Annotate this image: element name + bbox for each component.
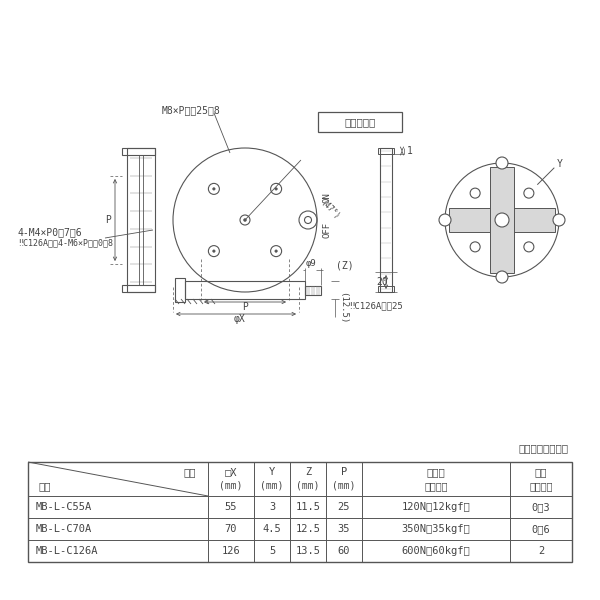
Text: 13.5: 13.5 bbox=[296, 546, 320, 556]
Circle shape bbox=[275, 188, 277, 190]
Text: 4-M4×P0．7淵6: 4-M4×P0．7淵6 bbox=[18, 227, 83, 237]
Circle shape bbox=[524, 188, 534, 198]
Bar bbox=[185, 281, 305, 299]
Text: ‼C126Aのみ4-M6×P１．0淵8: ‼C126Aのみ4-M6×P１．0淵8 bbox=[18, 238, 113, 247]
Text: 35: 35 bbox=[338, 524, 350, 534]
Text: (Z): (Z) bbox=[336, 260, 354, 270]
Bar bbox=[122, 148, 155, 155]
Text: 3: 3 bbox=[269, 502, 275, 512]
Text: 2: 2 bbox=[538, 546, 544, 556]
Text: OFF: OFF bbox=[323, 222, 331, 238]
Text: 12.5: 12.5 bbox=[296, 524, 320, 534]
Circle shape bbox=[240, 215, 250, 225]
Bar bbox=[449, 208, 555, 232]
Text: 55: 55 bbox=[225, 502, 237, 512]
Bar bbox=[490, 167, 514, 273]
Text: P: P bbox=[242, 302, 248, 312]
Circle shape bbox=[275, 250, 277, 253]
Text: 質量: 質量 bbox=[535, 467, 547, 477]
Text: 形状・仕様: 形状・仕様 bbox=[344, 117, 376, 127]
Bar bbox=[127, 148, 155, 292]
Text: φ9: φ9 bbox=[305, 259, 316, 269]
Text: ON: ON bbox=[323, 193, 331, 203]
Circle shape bbox=[470, 242, 480, 252]
Text: □X: □X bbox=[225, 467, 237, 477]
Circle shape bbox=[495, 213, 509, 227]
Text: ‼C126Aのみ25: ‼C126Aのみ25 bbox=[349, 301, 403, 311]
Bar bbox=[490, 167, 514, 273]
Bar bbox=[318, 112, 402, 132]
Text: 5: 5 bbox=[269, 546, 275, 556]
Text: 11.5: 11.5 bbox=[296, 502, 320, 512]
Text: MB-L-C70A: MB-L-C70A bbox=[36, 524, 92, 534]
Text: Y: Y bbox=[269, 467, 275, 477]
Text: 4.5: 4.5 bbox=[263, 524, 281, 534]
Text: (47°): (47°) bbox=[319, 199, 341, 221]
Bar bbox=[122, 285, 155, 292]
Bar bbox=[380, 148, 392, 292]
Text: 項目: 項目 bbox=[184, 467, 196, 477]
Text: MB-L-C55A: MB-L-C55A bbox=[36, 502, 92, 512]
Text: 形式: 形式 bbox=[38, 481, 50, 491]
Circle shape bbox=[524, 242, 534, 252]
Text: P: P bbox=[105, 215, 111, 225]
Circle shape bbox=[244, 218, 247, 221]
Bar bbox=[449, 208, 555, 232]
Text: 吸着力: 吸着力 bbox=[427, 467, 445, 477]
Bar bbox=[305, 286, 321, 295]
Text: (12.5): (12.5) bbox=[338, 292, 347, 324]
Text: 0．6: 0．6 bbox=[532, 524, 550, 534]
Bar bbox=[28, 462, 572, 562]
Circle shape bbox=[553, 214, 565, 226]
Text: （ｋｇ）: （ｋｇ） bbox=[529, 481, 553, 491]
Text: 600N（60kgf）: 600N（60kgf） bbox=[401, 546, 470, 556]
Circle shape bbox=[496, 271, 508, 283]
Text: (mm): (mm) bbox=[296, 481, 320, 491]
Text: 1: 1 bbox=[407, 146, 413, 156]
Text: 350N（35kgf）: 350N（35kgf） bbox=[401, 524, 470, 534]
Text: 20: 20 bbox=[376, 277, 388, 287]
Text: P: P bbox=[341, 467, 347, 477]
Text: φX: φX bbox=[234, 314, 246, 324]
Circle shape bbox=[439, 214, 451, 226]
Circle shape bbox=[496, 157, 508, 169]
Bar bbox=[378, 286, 394, 292]
Text: (mm): (mm) bbox=[332, 481, 356, 491]
Text: (mm): (mm) bbox=[219, 481, 243, 491]
Text: Y: Y bbox=[556, 158, 562, 169]
Text: 図面表記: 図面表記 bbox=[424, 481, 448, 491]
Bar bbox=[378, 148, 394, 154]
Text: 60: 60 bbox=[338, 546, 350, 556]
Circle shape bbox=[212, 250, 215, 253]
Circle shape bbox=[470, 188, 480, 198]
Text: 25: 25 bbox=[338, 502, 350, 512]
Text: MB-L-C126A: MB-L-C126A bbox=[36, 546, 98, 556]
Text: 70: 70 bbox=[225, 524, 237, 534]
Text: 126: 126 bbox=[221, 546, 241, 556]
Circle shape bbox=[212, 188, 215, 190]
Bar bbox=[175, 278, 185, 302]
Text: 材質：ステンレス: 材質：ステンレス bbox=[518, 443, 568, 453]
Text: M8×P１．25淵8: M8×P１．25淵8 bbox=[162, 105, 221, 115]
Text: Z: Z bbox=[305, 467, 311, 477]
Text: (mm): (mm) bbox=[260, 481, 284, 491]
Text: 0．3: 0．3 bbox=[532, 502, 550, 512]
Text: 120N（12kgf）: 120N（12kgf） bbox=[401, 502, 470, 512]
